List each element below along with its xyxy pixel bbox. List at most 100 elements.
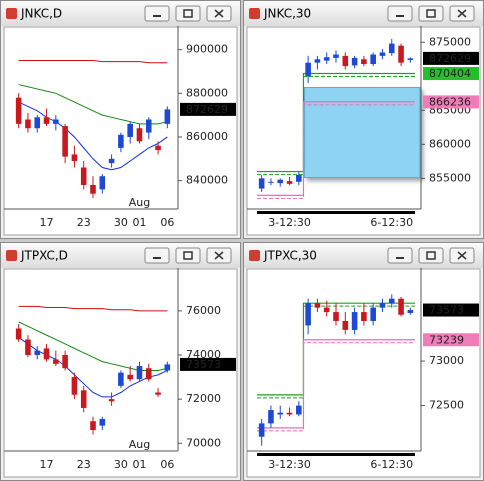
candle-body <box>80 167 87 185</box>
candle-body <box>99 418 106 426</box>
price-label-box <box>180 357 236 371</box>
window-title: JTPXC,30 <box>263 249 317 263</box>
y-tick-label: 72500 <box>429 399 464 412</box>
x-tick-label: 17 <box>40 216 54 229</box>
close-glyph <box>214 9 224 18</box>
moving-average <box>18 321 168 371</box>
candle-body <box>127 123 133 137</box>
candle-body <box>296 405 302 415</box>
candle-body <box>407 310 414 313</box>
candle-body <box>127 374 133 380</box>
candle-body <box>268 410 274 424</box>
candle-body <box>118 372 124 386</box>
candle-body <box>145 368 152 380</box>
y-tick-label: 900000 <box>186 43 228 56</box>
y-tick-label: 855000 <box>429 171 471 184</box>
minimize-button[interactable] <box>387 247 413 264</box>
y-tick-label: 76000 <box>186 304 221 317</box>
restore-button[interactable] <box>418 5 444 22</box>
level-line-dash <box>257 76 415 176</box>
candle-body <box>370 54 376 65</box>
candle-body <box>388 298 395 304</box>
candle-body <box>277 179 284 184</box>
window-title: JNKC,D <box>20 7 62 21</box>
chart-area <box>3 268 238 478</box>
window-title: JNKC,30 <box>263 7 311 21</box>
candle-body <box>286 181 293 184</box>
price-label: 73239 <box>429 333 464 346</box>
candle-body <box>25 339 31 355</box>
minimize-button[interactable] <box>144 247 170 264</box>
price-label: 872629 <box>429 52 471 65</box>
candle-body <box>286 412 293 415</box>
restore-button[interactable] <box>175 5 201 22</box>
restore-glyph <box>183 251 193 260</box>
candle-body <box>155 145 161 151</box>
candle-body <box>34 117 41 129</box>
window-title: JTPXC,D <box>20 249 68 263</box>
level-line <box>257 302 415 396</box>
candle-body <box>62 354 68 369</box>
window-icon <box>6 250 17 261</box>
candle-body <box>398 298 404 315</box>
candle-body <box>53 119 59 124</box>
moving-average <box>18 60 168 64</box>
candle-body <box>323 57 330 61</box>
restore-glyph <box>426 9 436 18</box>
x-sublabel: Aug <box>129 438 150 451</box>
candle-body <box>108 158 115 164</box>
price-label-box <box>423 95 479 109</box>
price-label-box <box>423 67 479 81</box>
x-tick-label: 6-12:30 <box>370 216 413 229</box>
level-line-dash <box>257 305 415 399</box>
candle-body <box>407 58 414 60</box>
chart-window: JTPXC,30 72500 73000 3-12:30 6-12:30 73573 732… <box>243 242 484 481</box>
level-line <box>257 101 415 196</box>
price-label: 73573 <box>186 358 221 371</box>
candle-body <box>71 154 78 161</box>
x-tick-label: 23 <box>77 458 91 471</box>
candle-body <box>15 97 22 124</box>
candle-body <box>351 57 358 66</box>
price-label: 872629 <box>186 103 228 116</box>
x-tick-label: 30 <box>114 458 128 471</box>
chart-window: JTPXC,D 70000 72000 74000 76000 17 23 30 01 Aug 06… <box>0 242 241 481</box>
price-label: 73573 <box>429 304 464 317</box>
candle-body <box>351 312 358 330</box>
candle-body <box>164 109 171 124</box>
moving-average <box>18 101 168 171</box>
price-label: 870404 <box>429 67 471 80</box>
restore-button[interactable] <box>418 247 444 264</box>
candle-body <box>118 134 124 148</box>
window-icon <box>249 8 260 19</box>
x-tick-label: 06 <box>160 216 174 229</box>
price-label-box <box>423 303 479 317</box>
close-glyph <box>214 251 224 260</box>
window-icon <box>6 8 17 19</box>
restore-glyph <box>183 9 193 18</box>
y-tick-label: 875000 <box>429 35 471 48</box>
candle-body <box>145 119 152 133</box>
price-label: 866236 <box>429 95 471 108</box>
candle-body <box>296 174 302 182</box>
x-tick-label: 01 <box>132 458 146 471</box>
close-glyph <box>457 251 467 260</box>
x-tick-label: 6-12:30 <box>370 458 413 471</box>
x-tick-label: 3-12:30 <box>268 458 311 471</box>
candle-body <box>342 55 349 67</box>
y-tick-label: 840000 <box>186 174 228 187</box>
restore-button[interactable] <box>175 247 201 264</box>
minimize-button[interactable] <box>387 5 413 22</box>
candle-body <box>155 392 161 395</box>
candle-body <box>379 303 386 308</box>
minimize-button[interactable] <box>144 5 170 22</box>
session-bar <box>257 453 304 456</box>
x-tick-label: 17 <box>40 458 54 471</box>
candle-body <box>305 303 311 326</box>
candle-body <box>361 312 367 321</box>
session-bar <box>303 211 415 214</box>
candle-body <box>136 366 143 380</box>
restore-glyph <box>426 251 436 260</box>
